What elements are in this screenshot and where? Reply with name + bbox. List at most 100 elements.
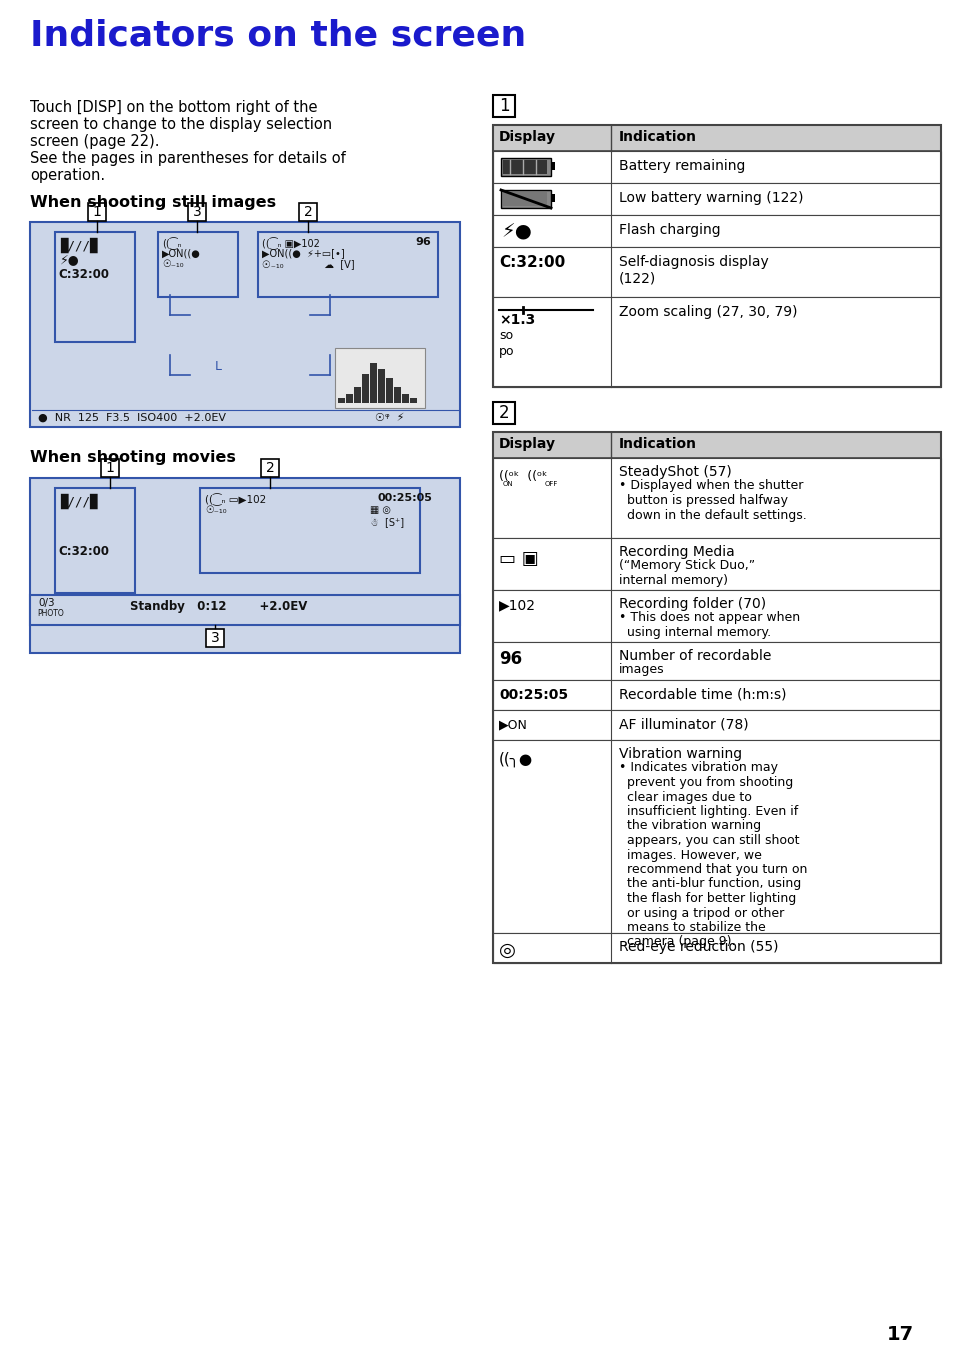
Bar bbox=[346, 394, 353, 403]
Text: Display: Display bbox=[498, 130, 556, 144]
Bar bbox=[88, 204, 106, 221]
Bar bbox=[493, 125, 940, 151]
Text: • Displayed when the shutter: • Displayed when the shutter bbox=[618, 479, 802, 493]
Bar bbox=[500, 157, 551, 176]
Bar bbox=[502, 160, 546, 174]
Text: images. However, we: images. However, we bbox=[618, 848, 761, 862]
Text: 1: 1 bbox=[498, 96, 509, 115]
Text: OFF: OFF bbox=[544, 480, 558, 487]
Bar bbox=[493, 214, 940, 247]
Text: button is pressed halfway: button is pressed halfway bbox=[618, 494, 787, 508]
Text: camera (page 9).: camera (page 9). bbox=[618, 935, 735, 949]
Text: ▶ON((●: ▶ON((● bbox=[162, 248, 200, 258]
Text: L: L bbox=[214, 360, 222, 373]
Bar bbox=[410, 398, 416, 403]
Bar bbox=[101, 459, 119, 478]
Bar bbox=[493, 740, 940, 934]
Bar bbox=[30, 594, 459, 626]
Text: clear images due to: clear images due to bbox=[618, 791, 751, 803]
Bar bbox=[493, 125, 940, 387]
Text: When shooting still images: When shooting still images bbox=[30, 195, 275, 210]
Text: Zoom scaling (27, 30, 79): Zoom scaling (27, 30, 79) bbox=[618, 305, 797, 319]
Bar bbox=[493, 297, 940, 387]
Text: down in the default settings.: down in the default settings. bbox=[618, 509, 806, 521]
Bar bbox=[493, 151, 940, 183]
Bar bbox=[493, 432, 940, 459]
Text: ON: ON bbox=[502, 480, 513, 487]
Text: 3: 3 bbox=[193, 205, 201, 218]
Text: 0/3: 0/3 bbox=[38, 598, 54, 608]
Bar bbox=[370, 362, 376, 403]
Text: 17: 17 bbox=[885, 1324, 913, 1343]
Bar bbox=[493, 710, 940, 740]
Bar bbox=[158, 232, 237, 297]
Text: • Indicates vibration may: • Indicates vibration may bbox=[618, 761, 778, 775]
Text: 1: 1 bbox=[106, 461, 114, 475]
Text: ((ᵒᵏ  ((ᵒᵏ: ((ᵒᵏ ((ᵒᵏ bbox=[498, 470, 547, 483]
Text: Indication: Indication bbox=[618, 437, 697, 451]
Text: C:32:00: C:32:00 bbox=[58, 267, 109, 281]
Text: pᴏ: pᴏ bbox=[498, 345, 514, 358]
Text: ◎: ◎ bbox=[498, 940, 516, 959]
Text: ▶102: ▶102 bbox=[498, 598, 536, 612]
Text: 2: 2 bbox=[265, 461, 274, 475]
Bar bbox=[493, 934, 940, 963]
Text: operation.: operation. bbox=[30, 168, 105, 183]
Bar bbox=[386, 377, 393, 403]
Text: Vibration warning: Vibration warning bbox=[618, 746, 741, 761]
Bar bbox=[30, 223, 459, 427]
Bar bbox=[361, 375, 369, 403]
Text: Indication: Indication bbox=[618, 130, 697, 144]
Bar bbox=[298, 204, 316, 221]
Text: prevent you from shooting: prevent you from shooting bbox=[618, 776, 792, 788]
Text: 1: 1 bbox=[92, 205, 101, 218]
Text: ▦ ◎: ▦ ◎ bbox=[370, 505, 391, 516]
Text: Indicators on the screen: Indicators on the screen bbox=[30, 18, 526, 52]
Bar bbox=[188, 204, 206, 221]
Text: Red-eye reduction (55): Red-eye reduction (55) bbox=[618, 940, 778, 954]
Text: C:32:00: C:32:00 bbox=[498, 255, 565, 270]
Text: 2: 2 bbox=[498, 404, 509, 422]
Text: ((╮●: ((╮● bbox=[498, 752, 533, 768]
Text: ▶ON((●  ⚡+▭[•]: ▶ON((● ⚡+▭[•] bbox=[262, 248, 344, 258]
Text: or using a tripod or other: or using a tripod or other bbox=[618, 906, 783, 920]
Text: Recording folder (70): Recording folder (70) bbox=[618, 597, 765, 611]
Text: ×1.3: ×1.3 bbox=[498, 313, 535, 327]
Bar bbox=[337, 398, 345, 403]
Text: See the pages in parentheses for details of: See the pages in parentheses for details… bbox=[30, 151, 345, 166]
Bar bbox=[551, 194, 555, 202]
Text: When shooting movies: When shooting movies bbox=[30, 451, 235, 465]
Text: insufficient lighting. Even if: insufficient lighting. Even if bbox=[618, 805, 798, 818]
Text: Battery remaining: Battery remaining bbox=[618, 159, 744, 172]
Bar bbox=[257, 232, 437, 297]
Text: SteadyShot (57): SteadyShot (57) bbox=[618, 465, 731, 479]
Text: ((⁐ₙ: ((⁐ₙ bbox=[162, 237, 181, 250]
Text: Standby   0:12        +2.0EV: Standby 0:12 +2.0EV bbox=[130, 600, 307, 613]
Bar bbox=[502, 191, 546, 206]
Bar bbox=[493, 642, 940, 680]
Text: █///█: █///█ bbox=[60, 237, 97, 254]
Text: using internal memory.: using internal memory. bbox=[618, 626, 770, 639]
Text: Display: Display bbox=[498, 437, 556, 451]
Text: AF illuminator (78): AF illuminator (78) bbox=[618, 716, 748, 731]
Text: Touch [DISP] on the bottom right of the: Touch [DISP] on the bottom right of the bbox=[30, 100, 317, 115]
Text: 96: 96 bbox=[498, 650, 521, 668]
Text: Recording Media: Recording Media bbox=[618, 546, 734, 559]
Bar bbox=[493, 402, 515, 423]
Bar bbox=[493, 590, 940, 642]
Bar bbox=[55, 489, 135, 593]
Bar bbox=[493, 183, 940, 214]
Bar bbox=[30, 478, 459, 653]
Bar bbox=[500, 190, 551, 208]
Text: • This does not appear when: • This does not appear when bbox=[618, 612, 800, 624]
Text: ⚡●: ⚡● bbox=[60, 254, 79, 267]
Text: Number of recordable: Number of recordable bbox=[618, 649, 771, 664]
Text: screen (page 22).: screen (page 22). bbox=[30, 134, 159, 149]
Text: ☉₋₁₀             ☁  [V]: ☉₋₁₀ ☁ [V] bbox=[262, 259, 355, 269]
Text: ●  NR  125  F3.5  ISO400  +2.0EV: ● NR 125 F3.5 ISO400 +2.0EV bbox=[38, 413, 226, 423]
Bar bbox=[377, 369, 385, 403]
Text: recommend that you turn on: recommend that you turn on bbox=[618, 863, 806, 877]
Text: the anti-blur function, using: the anti-blur function, using bbox=[618, 878, 801, 890]
Text: ((⁐ₙ ▭▶102: ((⁐ₙ ▭▶102 bbox=[205, 493, 266, 506]
Text: ☉ᵠ  ⚡: ☉ᵠ ⚡ bbox=[375, 413, 404, 423]
